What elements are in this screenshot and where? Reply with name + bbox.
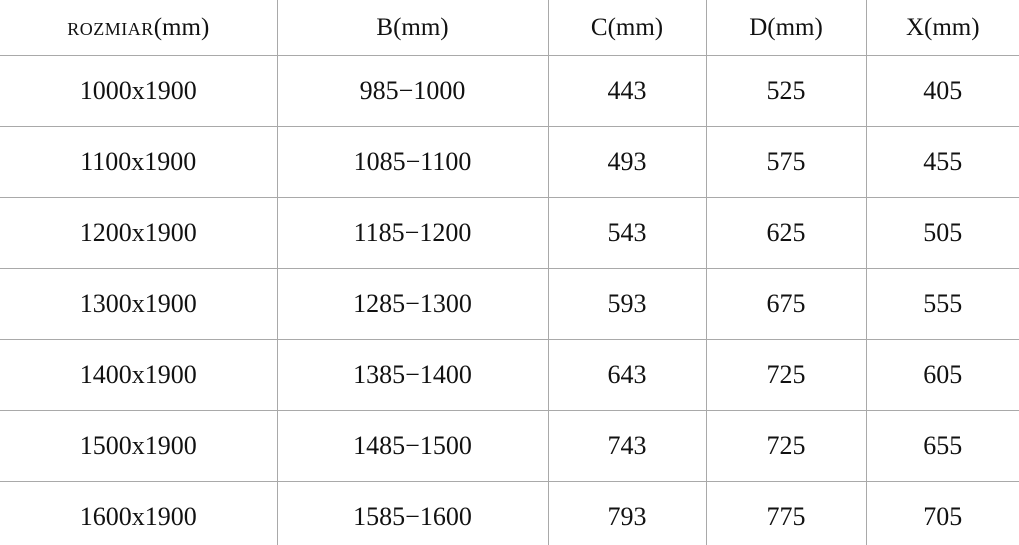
cell-c: 643 [548,339,707,411]
column-header-d: D(mm) [706,0,867,56]
column-header-d-symbol: D [749,13,768,41]
table-row: 1300x1900 1285−1300 593 675 555 [0,268,1019,340]
table-row: 1100x1900 1085−1100 493 575 455 [0,126,1019,198]
cell-c: 793 [548,481,707,545]
cell-rozmiar: 1400x1900 [0,339,278,411]
cell-d: 525 [706,55,867,127]
cell-c: 593 [548,268,707,340]
column-header-c: C(mm) [548,0,707,56]
column-header-rozmiar-unit: (mm) [153,13,210,41]
cell-b: 1485−1500 [277,410,549,482]
table-header: ROZMIAR(mm) B(mm) C(mm) D(mm) [0,0,1019,56]
cell-b: 1285−1300 [277,268,549,340]
column-header-c-symbol: C [590,13,608,41]
cell-b: 1185−1200 [277,197,549,269]
column-header-b-unit: (mm) [393,13,449,41]
cell-d: 625 [706,197,867,269]
cell-x: 405 [866,55,1019,127]
cell-b: 1385−1400 [277,339,549,411]
column-header-rozmiar: ROZMIAR(mm) [0,0,278,56]
cell-d: 725 [706,339,867,411]
cell-d: 675 [706,268,867,340]
table-row: 1000x1900 985−1000 443 525 405 [0,55,1019,127]
cell-x: 705 [923,502,963,531]
cell-c: 493 [548,126,707,198]
table-row: 1400x1900 1385−1400 643 725 605 [0,339,1019,411]
cell-rozmiar: 1200x1900 [0,197,278,269]
cell-rozmiar: 1500x1900 [0,410,278,482]
column-header-b: B(mm) [277,0,549,56]
cell-x: 555 [866,268,1019,340]
table-body: 1000x1900 985−1000 443 525 405 1100x1900 1085−… [0,55,1019,545]
cell-rozmiar: 1000x1900 [0,55,278,127]
column-header-b-symbol: B [376,13,394,41]
cell-b: 1585−1600 [277,481,549,545]
cell-d: 575 [706,126,867,198]
cell-c: 443 [548,55,707,127]
column-header-d-unit: (mm) [767,13,823,41]
cell-c: 543 [548,197,707,269]
column-header-x-symbol: X [905,13,924,41]
table-header-row: ROZMIAR(mm) B(mm) C(mm) D(mm) [0,0,1019,56]
column-header-rozmiar-label: ROZMIAR [67,18,154,39]
cell-x: 605 [866,339,1019,411]
table-row: 1200x1900 1185−1200 543 625 505 [0,197,1019,269]
table-row: 1500x1900 1485−1500 743 725 655 [0,410,1019,482]
cell-b: 985−1000 [277,55,549,127]
cell-rozmiar: 1100x1900 [0,126,278,198]
cell-rozmiar: 1300x1900 [0,268,278,340]
cell-d: 725 [706,410,867,482]
cell-x: 455 [866,126,1019,198]
table-row: 1600x1900 1585−1600 793 775 705 [0,481,1019,545]
cell-x: 505 [866,197,1019,269]
cell-x: 655 [866,410,1019,482]
cell-b: 1085−1100 [277,126,549,198]
column-header-c-unit: (mm) [607,13,664,41]
column-header-x-unit: (mm) [924,13,980,41]
cell-rozmiar: 1600x1900 [0,481,278,545]
column-header-x: X(mm) [866,0,1019,56]
cell-d: 775 [706,481,867,545]
cell-c: 743 [548,410,707,482]
